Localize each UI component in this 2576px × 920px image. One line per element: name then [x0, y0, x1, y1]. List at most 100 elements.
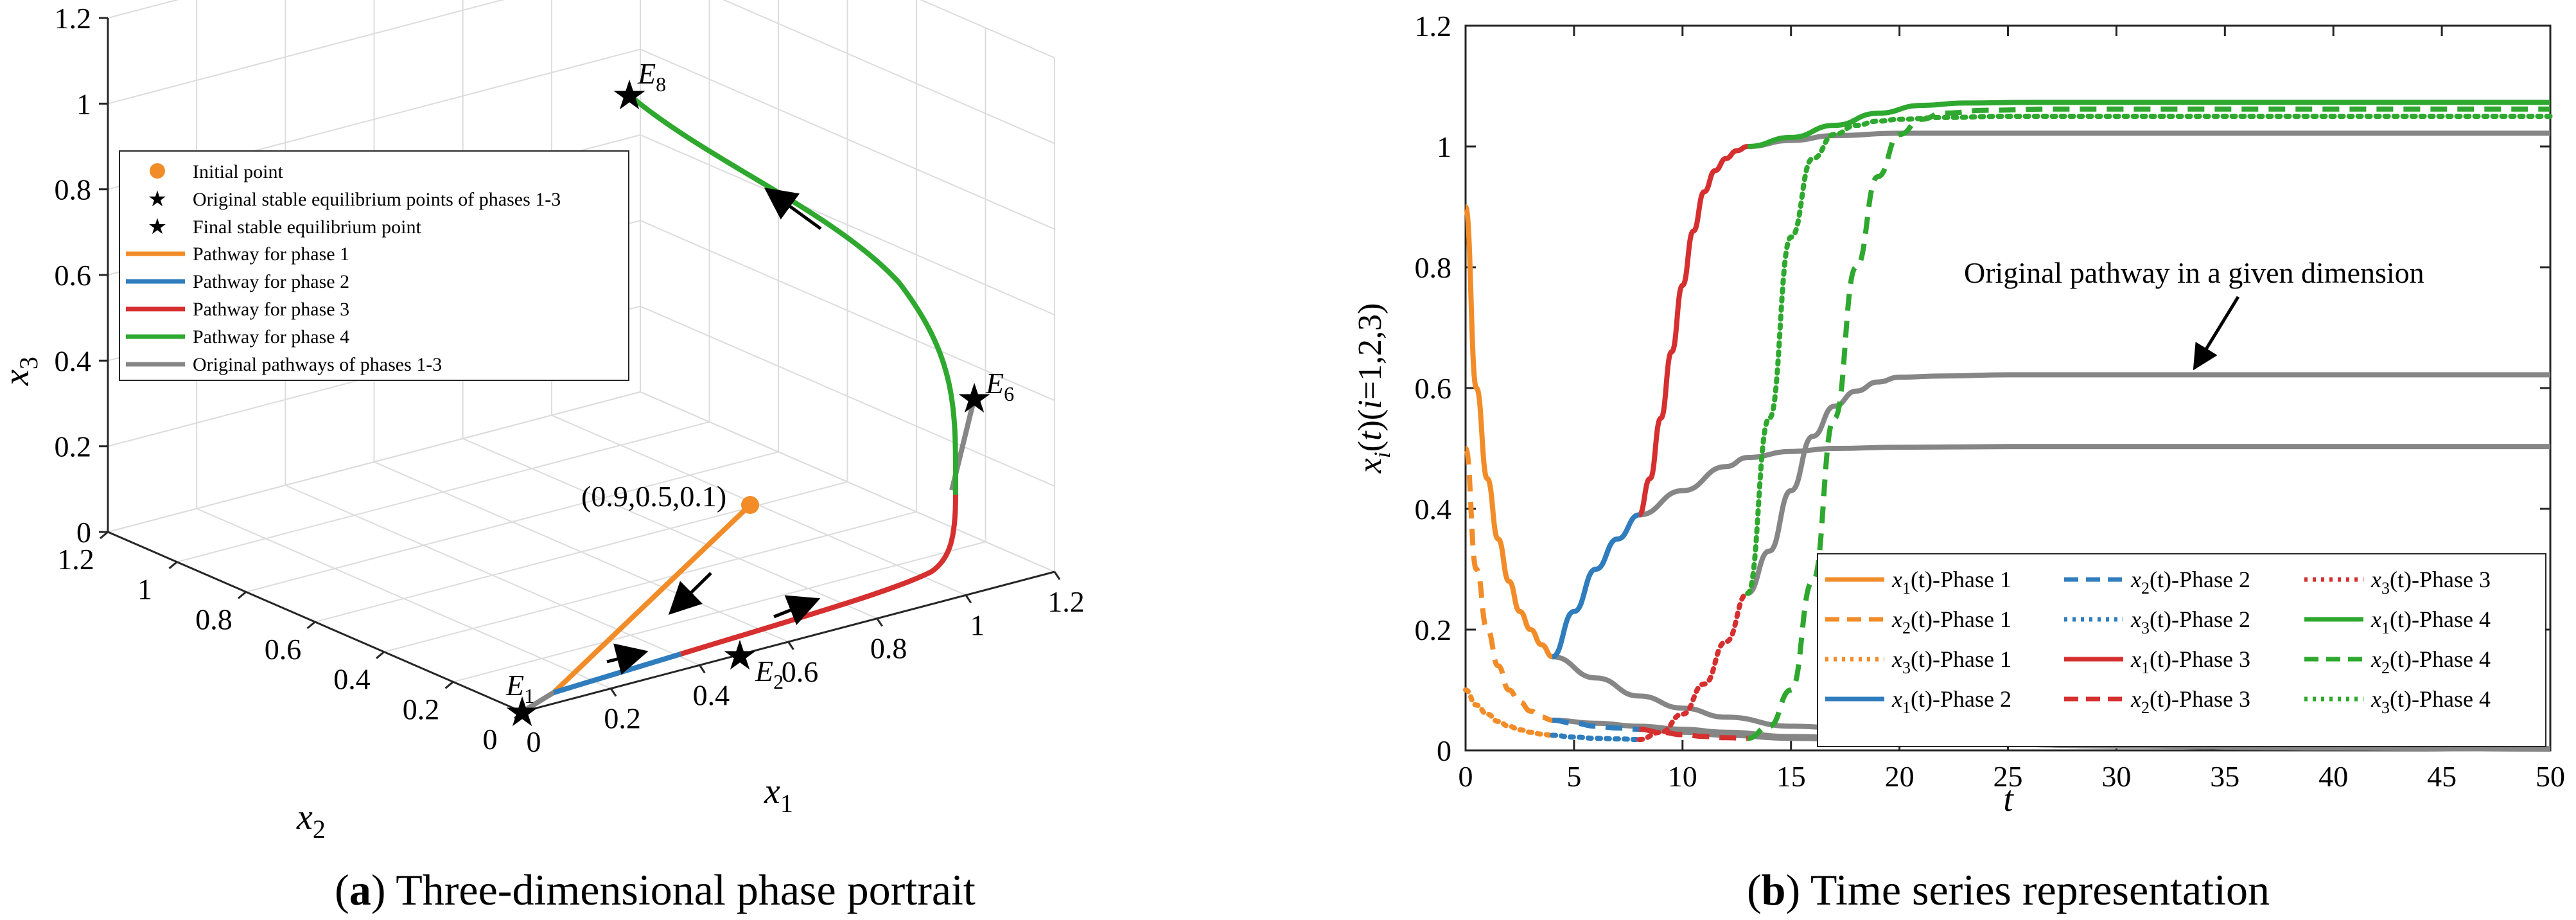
pathway-phase-4 — [627, 93, 959, 495]
x3-axis-label: x3 — [0, 357, 43, 386]
series-x3p3 — [1636, 590, 1751, 743]
legend-label-x2p1: x2(t)-Phase 1 — [1891, 606, 2011, 637]
x1-tick-label: 1 — [970, 608, 985, 641]
legend-label: Pathway for phase 2 — [193, 271, 349, 292]
legend-label-x1p4: x1(t)-Phase 4 — [2370, 606, 2491, 637]
grid-line — [723, 0, 1055, 145]
direction-arrow-phase-2 — [606, 643, 649, 675]
y-tick-label: 0.2 — [1415, 614, 1452, 646]
y-tick-label: 0 — [1437, 734, 1451, 767]
series-o2 — [1746, 372, 2550, 596]
x1-tick-label: 0 — [527, 725, 541, 758]
x-tick-label: 45 — [2427, 760, 2457, 793]
x3-tick-label: 1.2 — [55, 2, 92, 35]
legend-label-x3p4: x3(t)-Phase 4 — [2370, 686, 2491, 717]
initial-point-label: (0.9,0.5,0.1) — [581, 480, 726, 513]
trajectories — [520, 93, 977, 714]
legend-initial-marker — [150, 163, 165, 179]
series-x3p2 — [1550, 732, 1642, 743]
x3-tick-label: 1 — [76, 87, 91, 120]
equilibrium-markers: ★ ★ ★ ★ — [504, 73, 992, 735]
series-x3p1 — [1463, 687, 1555, 738]
x2-tick — [100, 531, 109, 540]
x-tick-label: 0 — [1459, 760, 1473, 793]
x2-tick — [514, 711, 523, 720]
x2-tick-label: 0.8 — [195, 603, 232, 635]
x-tick-label: 20 — [1885, 760, 1914, 793]
e8-star-icon: ★ — [611, 73, 647, 118]
series-x2p4 — [1747, 106, 2550, 741]
x3-tick-label: 0.6 — [55, 259, 92, 292]
legend-label-x3p2: x3(t)-Phase 2 — [2130, 606, 2250, 637]
phase-portrait-panel: 00.20.40.60.811.200.20.40.60.811.200.20.… — [0, 0, 1085, 914]
legend-label: Pathway for phase 1 — [193, 243, 349, 265]
svg-text:x3: x3 — [0, 357, 43, 386]
direction-arrow-phase-3 — [773, 595, 821, 625]
x-tick-label: 30 — [2101, 760, 2131, 793]
series-x1p2 — [1551, 512, 1640, 660]
legend-label: Original pathways of phases 1-3 — [193, 354, 442, 375]
grid-line — [107, 0, 505, 105]
e2-star-icon: ★ — [721, 633, 758, 678]
x3-tick-label: 0.2 — [55, 430, 92, 463]
x2-tick — [238, 591, 247, 599]
legend-label-x1p2: x1(t)-Phase 2 — [1891, 686, 2011, 717]
pathway-phase-1 — [552, 503, 752, 694]
x2-tick-label: 0.4 — [333, 663, 371, 696]
x2-tick-label: 0.2 — [403, 693, 440, 725]
grid-line — [462, 438, 878, 619]
x1-tick-label: 0.6 — [782, 655, 819, 688]
t-axis-label: t — [2003, 779, 2014, 819]
x1-tick — [965, 594, 972, 604]
e6-star-icon: ★ — [956, 376, 992, 421]
series-o1 — [1638, 444, 2550, 518]
initial-point-marker — [741, 496, 759, 514]
series-x2p3 — [1639, 727, 1748, 741]
legend-label-x2p4: x2(t)-Phase 4 — [2370, 646, 2491, 677]
x-tick-label: 40 — [2318, 760, 2348, 793]
x2-tick-label: 0 — [483, 723, 498, 756]
e1-label: E1 — [505, 669, 534, 707]
x3-tick-label: 0.8 — [55, 173, 92, 206]
series-x1p4 — [1748, 100, 2550, 149]
x-tick-label: 25 — [1993, 760, 2023, 793]
x1-tick-label: 1.2 — [1047, 585, 1085, 618]
legend-label-x1p3: x1(t)-Phase 3 — [2130, 646, 2250, 677]
legend-label: Original stable equilibrium points of ph… — [193, 189, 561, 210]
axis-ticks: 0 5 10 15 20 25 30 35 40 45 50 0 0.2 0.4 0.6 0.8 1 1.2 — [1415, 10, 2566, 793]
x1-tick — [1053, 571, 1061, 580]
legend-label-x2p3: x2(t)-Phase 3 — [2130, 686, 2250, 717]
e6-label: E6 — [985, 367, 1014, 405]
x-tick-label: 50 — [2536, 760, 2565, 793]
legend-label-x3p3: x3(t)-Phase 3 — [2370, 567, 2491, 597]
x2-tick-label: 1 — [137, 573, 152, 606]
legend-green-star-icon: ★ — [148, 215, 167, 239]
series-x3p4 — [1745, 113, 2553, 596]
x2-tick — [168, 561, 178, 569]
x2-tick — [444, 681, 454, 689]
direction-arrow-phase-4 — [764, 188, 822, 231]
legend-label: Final stable equilibrium point — [193, 217, 421, 238]
legend-label-x2p2: x2(t)-Phase 2 — [2130, 567, 2250, 597]
series-x1p3 — [1636, 144, 1748, 518]
e1-star-icon: ★ — [504, 689, 540, 735]
y-tick-label: 0.8 — [1415, 251, 1452, 284]
caption-a: (a) Three-dimensional phase portrait — [335, 865, 976, 914]
x1-tick — [609, 687, 617, 697]
legend-gray-star-icon: ★ — [148, 188, 167, 211]
x-tick-label: 15 — [1776, 760, 1806, 793]
direction-arrow-phase-1 — [668, 572, 712, 615]
original-pathway-e1 — [520, 690, 556, 714]
legend-label: Pathway for phase 4 — [193, 326, 349, 348]
x1-tick-label: 0.4 — [693, 678, 730, 711]
e2-label: E2 — [755, 655, 784, 693]
y-tick-label: 1 — [1437, 130, 1451, 163]
legend-label: Initial point — [193, 161, 283, 182]
grid-line — [920, 0, 1055, 58]
caption-b: (b) Time series representation — [1747, 865, 2270, 914]
y-tick-label: 0.6 — [1415, 372, 1452, 405]
x1-tick-label: 0.8 — [870, 632, 907, 665]
x1-tick — [699, 664, 706, 674]
annotation-original-pathway: Original pathway in a given dimension — [1964, 256, 2424, 289]
